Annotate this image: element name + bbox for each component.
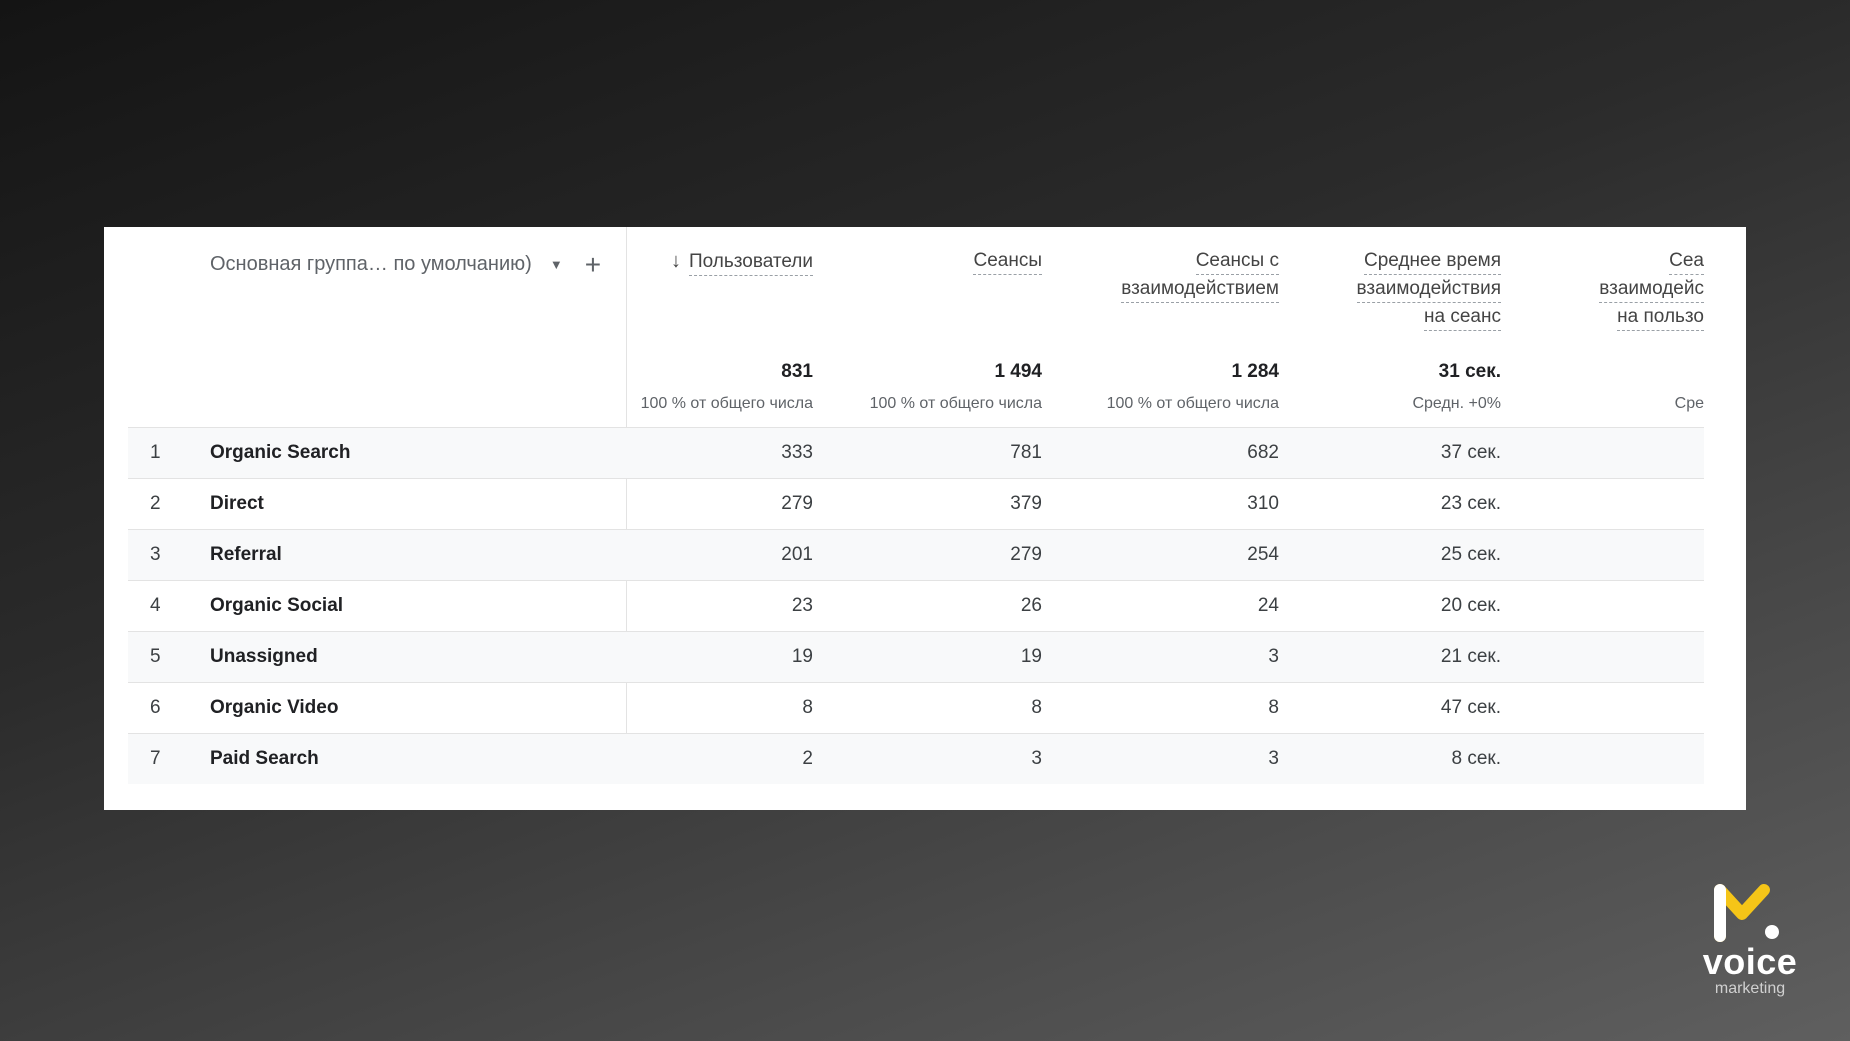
- row-number: 4: [150, 595, 161, 616]
- total-users-sub: 100 % от общего числа: [640, 395, 813, 412]
- row-channel-name[interactable]: Referral: [210, 544, 282, 565]
- total-sessions-sub: 100 % от общего числа: [869, 395, 1042, 412]
- table-row[interactable]: 6 Organic Video 8 8 8 47 сек.: [128, 682, 1704, 733]
- row-channel-name[interactable]: Paid Search: [210, 748, 319, 769]
- total-sessions: 1 494: [994, 361, 1042, 382]
- cell-avg-engagement: 47 сек.: [1440, 697, 1501, 718]
- column-divider: [626, 227, 627, 780]
- column-header-truncated-line3[interactable]: на пользо: [1617, 304, 1704, 331]
- cell-avg-engagement: 25 сек.: [1440, 544, 1501, 565]
- column-header-avg-engagement[interactable]: Среднее время взаимодействия на сеанс: [1356, 247, 1501, 331]
- table-row[interactable]: 7 Paid Search 2 3 3 8 сек.: [128, 733, 1704, 784]
- report-table-card: Основная группа… по умолчанию) ▼ + ↓ Поль…: [104, 227, 1746, 810]
- total-truncated-sub: Сре: [1674, 395, 1704, 412]
- table-row[interactable]: 3 Referral 201 279 254 25 сек.: [128, 529, 1704, 580]
- column-header-users[interactable]: ↓ Пользователи: [671, 247, 813, 276]
- cell-avg-engagement: 37 сек.: [1440, 442, 1501, 463]
- row-channel-name[interactable]: Unassigned: [210, 646, 318, 667]
- column-header-avg-engagement-line1[interactable]: Среднее время: [1363, 248, 1501, 275]
- cell-sessions: 8: [1031, 697, 1042, 718]
- table-body: 1 Organic Search 333 781 682 37 сек. 2 D…: [128, 427, 1704, 784]
- cell-users: 201: [781, 544, 813, 565]
- cell-users: 19: [791, 646, 813, 667]
- table-row[interactable]: 5 Unassigned 19 19 3 21 сек.: [128, 631, 1704, 682]
- cell-users: 279: [781, 493, 813, 514]
- cell-users: 2: [802, 748, 813, 769]
- caret-down-icon[interactable]: ▼: [549, 257, 563, 272]
- column-header-engaged-sessions[interactable]: Сеансы с взаимодействием: [1121, 247, 1279, 303]
- cell-engaged-sessions: 3: [1268, 748, 1279, 769]
- cell-avg-engagement: 23 сек.: [1440, 493, 1501, 514]
- total-avg-engagement-sub: Средн. +0%: [1412, 395, 1501, 412]
- report-table: Основная группа… по умолчанию) ▼ + ↓ Поль…: [128, 227, 1704, 787]
- total-engaged-sessions-sub: 100 % от общего числа: [1106, 395, 1279, 412]
- cell-engaged-sessions: 682: [1247, 442, 1279, 463]
- brand-subword: marketing: [1714, 980, 1786, 997]
- cell-sessions: 19: [1020, 646, 1042, 667]
- column-header-truncated-line2[interactable]: взаимодейс: [1599, 276, 1704, 303]
- cell-engaged-sessions: 3: [1268, 646, 1279, 667]
- column-header-avg-engagement-line2[interactable]: взаимодействия: [1356, 276, 1501, 303]
- brand-mark-icon: [1714, 884, 1779, 942]
- cell-engaged-sessions: 24: [1257, 595, 1279, 616]
- cell-sessions: 3: [1031, 748, 1042, 769]
- row-number: 1: [150, 442, 161, 463]
- cell-users: 23: [791, 595, 813, 616]
- total-users: 831: [781, 361, 813, 382]
- cell-engaged-sessions: 310: [1247, 493, 1279, 514]
- total-engaged-sessions: 1 284: [1231, 361, 1279, 382]
- total-avg-engagement: 31 сек.: [1438, 361, 1501, 382]
- brand-logo: voice marketing: [1690, 880, 1810, 998]
- cell-users: 333: [781, 442, 813, 463]
- arrow-down-icon[interactable]: ↓: [670, 250, 681, 272]
- plus-icon[interactable]: +: [584, 248, 602, 280]
- dimension-header[interactable]: Основная группа… по умолчанию) ▼ +: [210, 248, 602, 280]
- table-row[interactable]: 1 Organic Search 333 781 682 37 сек.: [128, 427, 1704, 478]
- row-number: 7: [150, 748, 161, 769]
- column-header-engaged-sessions-line1[interactable]: Сеансы с: [1195, 248, 1279, 275]
- column-header-engaged-sessions-line2[interactable]: взаимодействием: [1121, 276, 1279, 303]
- dimension-header-label[interactable]: Основная группа… по умолчанию): [210, 253, 532, 275]
- cell-sessions: 279: [1010, 544, 1042, 565]
- column-header-avg-engagement-line3[interactable]: на сеанс: [1424, 304, 1501, 331]
- row-number: 5: [150, 646, 161, 667]
- row-number: 2: [150, 493, 161, 514]
- table-row[interactable]: 2 Direct 279 379 310 23 сек.: [128, 478, 1704, 529]
- cell-engaged-sessions: 8: [1268, 697, 1279, 718]
- column-header-sessions-label[interactable]: Сеансы: [973, 248, 1042, 275]
- cell-avg-engagement: 20 сек.: [1440, 595, 1501, 616]
- cell-avg-engagement: 21 сек.: [1440, 646, 1501, 667]
- row-number: 3: [150, 544, 161, 565]
- column-header-truncated-line1[interactable]: Сеа: [1669, 248, 1704, 275]
- row-channel-name[interactable]: Organic Search: [210, 442, 351, 463]
- row-number: 6: [150, 697, 161, 718]
- cell-sessions: 781: [1010, 442, 1042, 463]
- row-channel-name[interactable]: Organic Video: [210, 697, 339, 718]
- column-header-sessions[interactable]: Сеансы: [973, 247, 1042, 275]
- cell-avg-engagement: 8 сек.: [1451, 748, 1501, 769]
- cell-sessions: 379: [1010, 493, 1042, 514]
- row-channel-name[interactable]: Direct: [210, 493, 264, 514]
- cell-sessions: 26: [1020, 595, 1042, 616]
- table-row[interactable]: 4 Organic Social 23 26 24 20 сек.: [128, 580, 1704, 631]
- column-header-users-label[interactable]: Пользователи: [688, 249, 813, 276]
- cell-users: 8: [802, 697, 813, 718]
- brand-word: voice: [1702, 941, 1798, 982]
- cell-engaged-sessions: 254: [1247, 544, 1279, 565]
- column-header-truncated[interactable]: Сеа взаимодейс на пользо: [1599, 247, 1704, 331]
- row-channel-name[interactable]: Organic Social: [210, 595, 344, 616]
